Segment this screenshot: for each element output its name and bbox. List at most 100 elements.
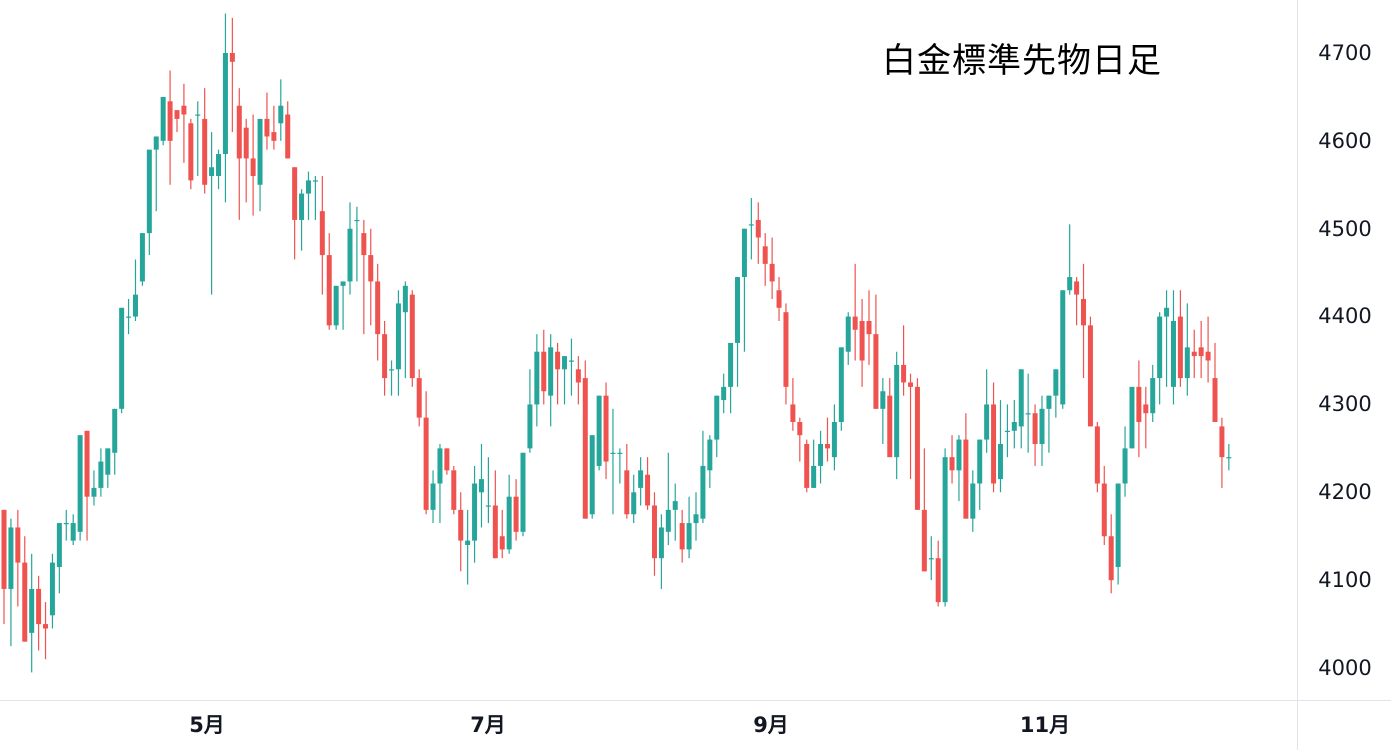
candle	[935, 540, 941, 607]
candle	[589, 435, 595, 519]
candle	[243, 118, 249, 203]
candle	[91, 470, 97, 506]
candle	[1087, 316, 1093, 427]
candle	[22, 536, 28, 642]
candle	[534, 334, 540, 427]
candle	[465, 509, 471, 585]
candle	[1205, 316, 1211, 383]
candle	[416, 369, 422, 427]
price-label-4300: 4300	[1318, 392, 1372, 416]
price-label-4100: 4100	[1318, 568, 1372, 592]
candle	[160, 96, 166, 146]
candle	[1025, 373, 1031, 453]
candle	[209, 132, 215, 295]
candle	[292, 167, 298, 260]
candle	[596, 395, 602, 471]
candle	[783, 303, 789, 405]
candle	[1191, 329, 1197, 379]
time-label-nov: 11月	[1019, 713, 1071, 737]
candle	[714, 395, 720, 458]
candle	[638, 457, 644, 506]
candle	[1129, 386, 1135, 449]
candle	[216, 149, 222, 190]
candle	[797, 417, 803, 462]
candlestick-series	[1, 13, 1232, 673]
candle	[1115, 483, 1121, 585]
candle	[167, 70, 173, 185]
candle	[603, 382, 609, 480]
candle	[1122, 426, 1128, 497]
candle	[942, 448, 948, 607]
price-axis[interactable]: 4700 4600 4500 4400 4300 4200 4100 4000	[1297, 0, 1391, 700]
candle	[389, 360, 395, 396]
candle	[153, 136, 159, 212]
candle	[229, 17, 235, 133]
candle	[1094, 422, 1100, 493]
candle	[866, 290, 872, 365]
candle	[458, 492, 464, 572]
candle	[444, 448, 450, 475]
candle	[735, 277, 741, 387]
candle	[852, 263, 858, 361]
candle	[36, 575, 42, 651]
candle	[354, 206, 360, 282]
candle	[1170, 290, 1176, 405]
candle	[8, 518, 14, 647]
candle	[790, 378, 796, 431]
candle	[423, 391, 429, 515]
candle	[285, 101, 291, 159]
chart-plot-area[interactable]: 白金標準先物日足	[0, 0, 1297, 700]
candle	[859, 299, 865, 387]
candle	[562, 356, 568, 405]
candle	[700, 430, 706, 524]
candle	[679, 509, 685, 563]
time-label-jul: 7月	[470, 713, 506, 737]
candle	[222, 13, 228, 203]
candle	[949, 435, 955, 484]
candle	[914, 378, 920, 510]
candle	[409, 290, 415, 387]
candle	[1074, 277, 1080, 326]
candle	[1081, 263, 1087, 379]
price-label-4500: 4500	[1318, 217, 1372, 241]
candle	[1226, 443, 1232, 471]
candle	[195, 101, 201, 177]
candle	[49, 553, 55, 629]
candle	[769, 237, 775, 300]
candle	[146, 149, 152, 256]
candle	[299, 189, 305, 251]
candle	[741, 228, 747, 352]
candle	[527, 369, 533, 453]
price-label-4700: 4700	[1318, 41, 1372, 65]
candle	[271, 105, 277, 150]
candle	[430, 470, 436, 524]
candle	[575, 356, 581, 405]
candle	[84, 430, 90, 541]
candle	[257, 118, 263, 212]
candle	[1060, 290, 1066, 409]
candle	[818, 430, 824, 484]
candle	[963, 413, 969, 519]
candle	[977, 439, 983, 510]
time-axis[interactable]: 5月 7月 9月 11月	[0, 700, 1297, 750]
candle	[181, 83, 187, 163]
candle	[1164, 290, 1170, 387]
candle	[188, 118, 194, 190]
candle	[651, 492, 657, 576]
candle	[506, 474, 512, 554]
candle	[382, 320, 388, 396]
candle	[43, 602, 49, 660]
candle	[520, 452, 526, 537]
candle	[70, 514, 76, 546]
candle	[956, 435, 962, 502]
candle	[174, 110, 180, 133]
candle	[63, 509, 69, 541]
candle	[375, 263, 381, 361]
candle	[665, 452, 671, 546]
price-label-4600: 4600	[1318, 129, 1372, 153]
candle	[631, 474, 637, 524]
candle	[582, 360, 588, 519]
candle	[333, 285, 339, 330]
candle	[894, 351, 900, 480]
candle	[762, 233, 768, 286]
